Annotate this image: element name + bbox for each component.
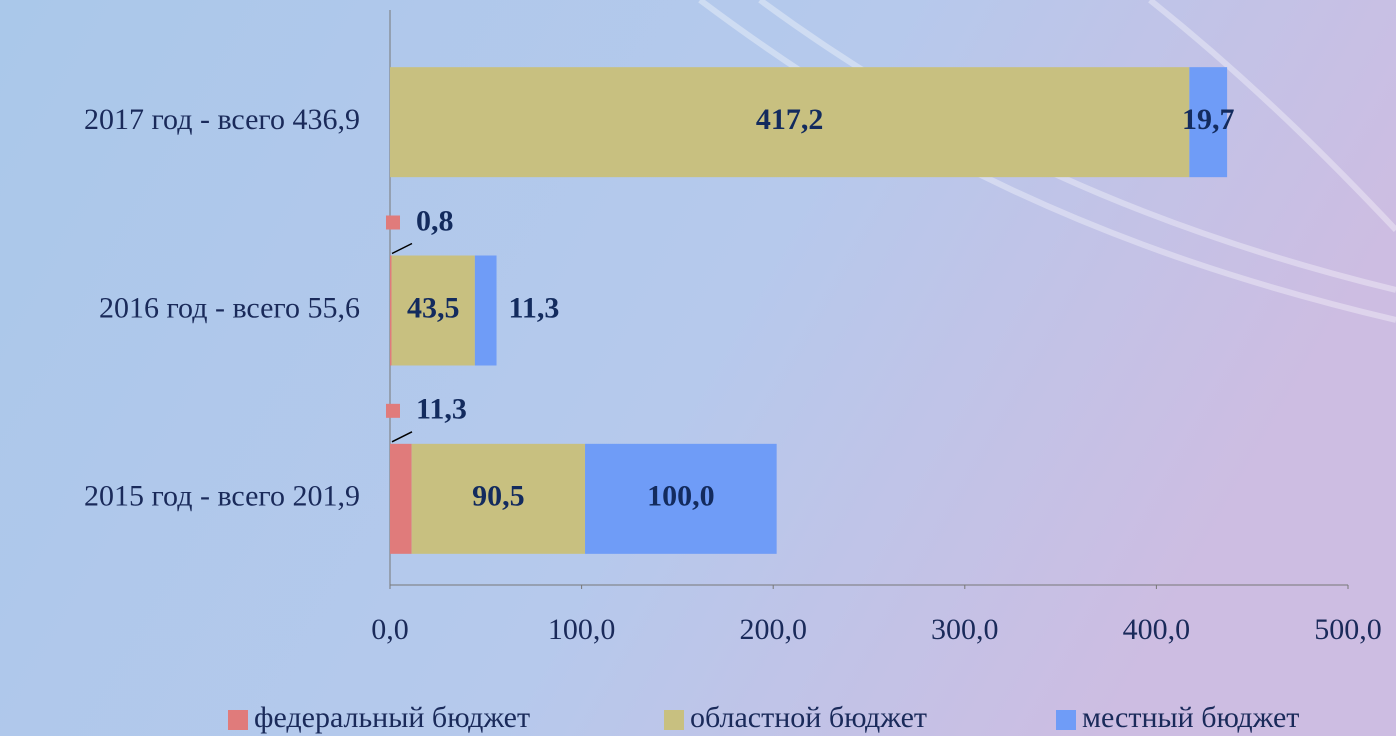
- x-tick-label: 300,0: [931, 613, 999, 646]
- y-tick-label: 2016 год - всего 55,6: [99, 291, 360, 324]
- leader-line: [391, 431, 413, 443]
- legend-label: местный бюджет: [1082, 701, 1299, 734]
- bar: [411, 443, 586, 554]
- value-label: 43,5: [407, 291, 460, 324]
- bar: [390, 255, 392, 366]
- value-label: 11,3: [416, 393, 467, 426]
- x-tick-label: 400,0: [1123, 613, 1191, 646]
- x-tick-label: 500,0: [1314, 613, 1382, 646]
- bar: [390, 67, 1190, 178]
- bar: [474, 255, 497, 366]
- value-label: 11,3: [509, 291, 560, 324]
- legend-key: [1056, 710, 1076, 730]
- legend-key: [228, 710, 248, 730]
- value-label: 0,8: [416, 204, 454, 237]
- label-key: [386, 215, 400, 230]
- value-label: 90,5: [472, 480, 525, 513]
- x-tick-label: 100,0: [548, 613, 616, 646]
- y-tick-label: 2017 год - всего 436,9: [84, 103, 360, 136]
- value-label: 100,0: [647, 480, 715, 513]
- legend-key: [664, 710, 684, 730]
- leader-line: [391, 242, 413, 255]
- value-label: 19,7: [1182, 103, 1235, 136]
- value-label: 417,2: [756, 103, 824, 136]
- label-key: [386, 403, 400, 418]
- bar: [585, 443, 777, 554]
- legend-label: федеральный бюджет: [254, 701, 530, 734]
- y-tick-label: 2015 год - всего 201,9: [84, 480, 360, 513]
- bar: [1189, 67, 1228, 178]
- x-tick-label: 200,0: [739, 613, 807, 646]
- legend-label: областной бюджет: [690, 701, 927, 734]
- bar: [391, 255, 475, 366]
- x-tick-label: 0,0: [371, 613, 409, 646]
- bar: [390, 443, 412, 554]
